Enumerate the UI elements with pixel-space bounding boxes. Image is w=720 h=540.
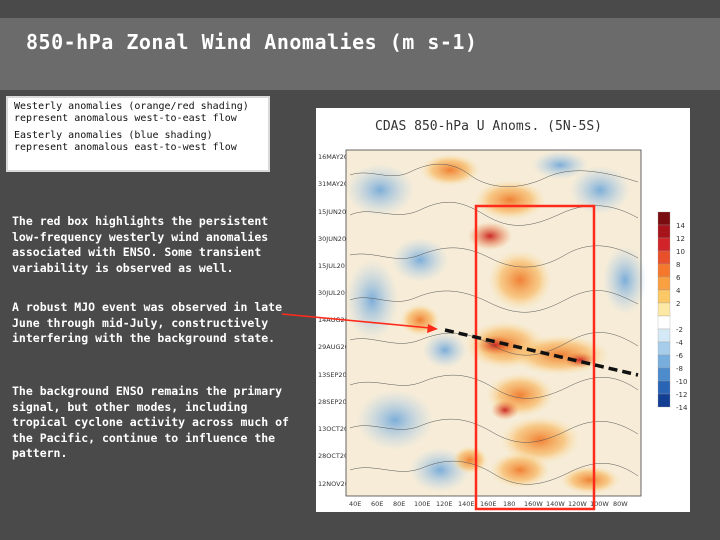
colorbar-swatch bbox=[657, 276, 671, 291]
colorbar-label: -2 bbox=[676, 326, 683, 334]
colorbar-swatch bbox=[657, 289, 671, 304]
title-bar: 850-hPa Zonal Wind Anomalies (m s-1) bbox=[0, 18, 720, 90]
colorbar-label: 10 bbox=[676, 248, 685, 256]
colorbar-swatch bbox=[657, 328, 671, 343]
colorbar-label: -4 bbox=[676, 339, 683, 347]
colorbar bbox=[657, 211, 671, 408]
colorbar-swatch bbox=[657, 302, 671, 317]
y-tick-label: 15JUL2015 bbox=[318, 262, 354, 270]
colorbar-swatch bbox=[657, 224, 671, 239]
y-tick-label: 31MAY2015 bbox=[318, 180, 357, 188]
colorbar-swatch bbox=[657, 341, 671, 356]
x-tick-label: 140W bbox=[546, 500, 565, 508]
slide-title: 850-hPa Zonal Wind Anomalies (m s-1) bbox=[26, 30, 478, 54]
colorbar-swatch bbox=[657, 211, 671, 226]
x-tick-label: 180 bbox=[503, 500, 516, 508]
x-tick-label: 140E bbox=[458, 500, 475, 508]
y-tick-label: 13OCT2015 bbox=[318, 425, 357, 433]
colorbar-swatch bbox=[657, 315, 671, 330]
colorbar-swatch bbox=[657, 250, 671, 265]
colorbar-label: 4 bbox=[676, 287, 681, 295]
westerly-legend-text: Westerly anomalies (orange/red shading) … bbox=[14, 101, 249, 124]
colorbar-label: -12 bbox=[676, 391, 688, 399]
x-tick-label: 120E bbox=[436, 500, 453, 508]
colorbar-swatch bbox=[657, 380, 671, 395]
colorbar-swatch bbox=[657, 393, 671, 408]
plot-axes bbox=[345, 149, 642, 497]
colorbar-swatch bbox=[657, 354, 671, 369]
x-tick-label: 100E bbox=[414, 500, 431, 508]
y-tick-label: 12NOV2015 bbox=[318, 480, 358, 488]
colorbar-swatch bbox=[657, 367, 671, 382]
y-tick-label: 13SEP2015 bbox=[318, 371, 355, 379]
y-tick-label: 30JUL2015 bbox=[318, 289, 354, 297]
y-tick-label: 15JUN2015 bbox=[318, 208, 355, 216]
y-tick-label: 16MAY2015 bbox=[318, 153, 357, 161]
x-tick-label: 160E bbox=[480, 500, 497, 508]
x-tick-label: 160W bbox=[524, 500, 543, 508]
mjo-pointer-arrow bbox=[281, 313, 431, 329]
y-tick-label: 29AUG2015 bbox=[318, 343, 358, 351]
colorbar-label: -14 bbox=[676, 404, 688, 412]
anomaly-field bbox=[346, 150, 647, 496]
y-tick-label: 28SEP2015 bbox=[318, 398, 355, 406]
background-note: The background ENSO remains the primary … bbox=[12, 384, 289, 460]
colorbar-label: 14 bbox=[676, 222, 685, 230]
x-tick-label: 80E bbox=[393, 500, 406, 508]
x-tick-label: 100W bbox=[590, 500, 609, 508]
enso-note: The red box highlights the persistent lo… bbox=[12, 214, 269, 275]
y-tick-label: 30JUN2015 bbox=[318, 235, 355, 243]
x-tick-label: 40E bbox=[349, 500, 362, 508]
enso-highlight-box bbox=[474, 204, 596, 511]
colorbar-label: -6 bbox=[676, 352, 683, 360]
shading-legend-box: Westerly anomalies (orange/red shading) … bbox=[6, 96, 270, 172]
arrow-head-icon bbox=[427, 324, 438, 333]
mjo-propagation-line bbox=[444, 328, 639, 377]
colorbar-label: -8 bbox=[676, 365, 683, 373]
x-tick-label: 80W bbox=[613, 500, 628, 508]
x-tick-label: 120W bbox=[568, 500, 587, 508]
contour-lines bbox=[349, 163, 639, 485]
colorbar-label: 6 bbox=[676, 274, 681, 282]
colorbar-swatch bbox=[657, 237, 671, 252]
colorbar-label: -10 bbox=[676, 378, 688, 386]
y-tick-label: 28OCT2015 bbox=[318, 452, 357, 460]
x-tick-label: 60E bbox=[371, 500, 384, 508]
figure-heading: CDAS 850-hPa U Anoms. (5N-5S) bbox=[375, 119, 602, 134]
colorbar-label: 12 bbox=[676, 235, 685, 243]
colorbar-label: 8 bbox=[676, 261, 681, 269]
mjo-note: A robust MJO event was observed in late … bbox=[12, 300, 283, 345]
colorbar-swatch bbox=[657, 263, 671, 278]
colorbar-label: 2 bbox=[676, 300, 681, 308]
easterly-legend-text: Easterly anomalies (blue shading) repres… bbox=[14, 130, 237, 153]
